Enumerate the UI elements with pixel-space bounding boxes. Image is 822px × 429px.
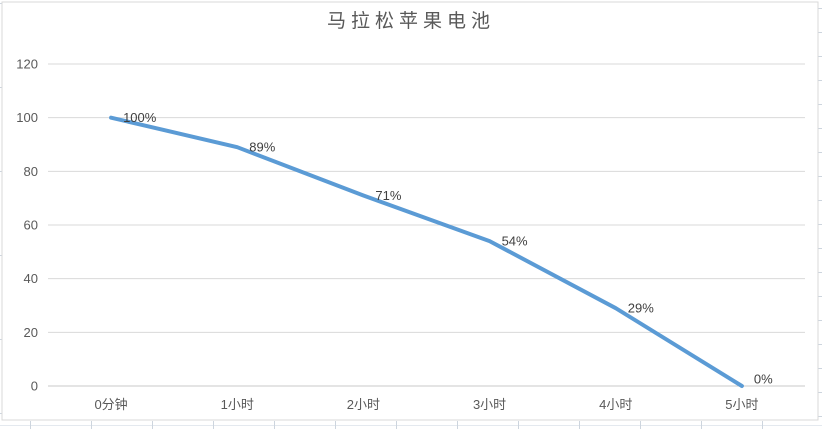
y-tick-label: 40	[24, 271, 38, 286]
y-tick-label: 100	[16, 110, 38, 125]
x-tick-label: 1小时	[221, 397, 254, 412]
x-tick-label: 3小时	[473, 397, 506, 412]
battery-series-line[interactable]	[109, 115, 744, 388]
data-label: 100%	[123, 110, 157, 125]
y-tick-label: 80	[24, 164, 38, 179]
data-label: 29%	[628, 301, 654, 316]
data-label: 54%	[502, 234, 528, 249]
data-label: 0%	[754, 372, 773, 387]
chart-title: 马拉松苹果电池	[326, 11, 495, 32]
y-tick-label: 20	[24, 325, 38, 340]
data-label: 89%	[249, 140, 275, 155]
data-label: 71%	[375, 188, 401, 203]
x-tick-label: 2小时	[347, 397, 380, 412]
x-tick-label: 5小时	[725, 397, 758, 412]
y-tick-label: 60	[24, 218, 38, 233]
x-tick-label: 0分钟	[94, 397, 127, 412]
x-tick-label: 4小时	[599, 397, 632, 412]
y-tick-label: 120	[16, 57, 38, 72]
y-tick-label: 0	[31, 379, 38, 394]
